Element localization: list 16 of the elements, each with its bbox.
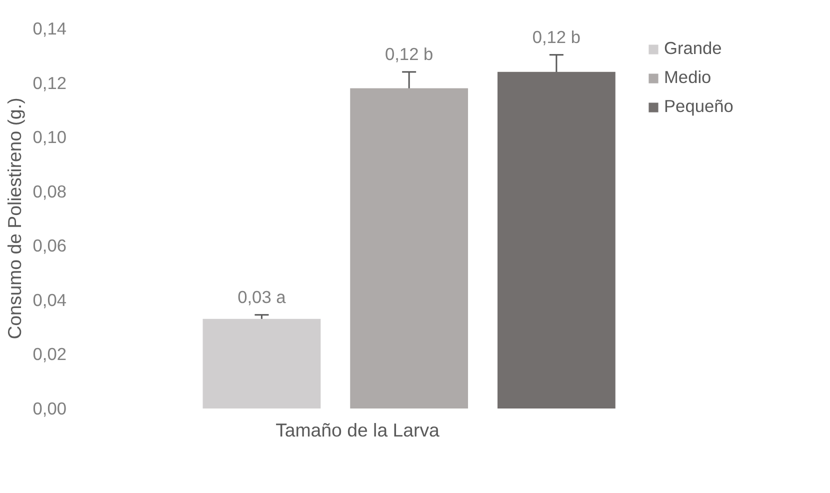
- legend-label: Grande: [664, 38, 722, 59]
- y-tick-label: 0,12: [32, 72, 67, 93]
- legend-label: Medio: [664, 67, 712, 88]
- legend-label: Pequeño: [664, 96, 734, 117]
- data-label: 0,03 a: [238, 286, 286, 307]
- y-tick-label: 0,14: [32, 18, 67, 38]
- data-label: 0,12 b: [532, 26, 581, 47]
- data-label: 0,12 b: [384, 44, 434, 64]
- y-axis-title: Consumo de Poliestireno (g.): [4, 98, 25, 340]
- y-tick-label: 0,04: [32, 290, 67, 310]
- y-tick-label: 0,08: [32, 181, 67, 202]
- y-tick-label: 0,02: [32, 344, 67, 364]
- y-tick-label: 0,06: [32, 236, 67, 256]
- x-axis-title: Tamaño de la Larva: [276, 420, 440, 440]
- y-tick-label: 0,00: [32, 398, 67, 418]
- y-tick-label: 0,10: [32, 127, 67, 148]
